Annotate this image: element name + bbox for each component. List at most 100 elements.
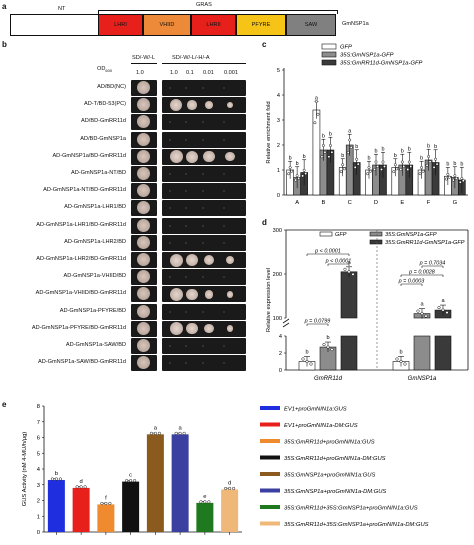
legend-label: 35S:GmNSP1a-GFP xyxy=(340,53,394,59)
significance-letter: b xyxy=(55,471,58,477)
data-point xyxy=(342,167,346,171)
legend-swatch xyxy=(260,488,280,493)
data-point xyxy=(349,146,353,149)
legend-label: GFP xyxy=(335,232,347,238)
yeast-colony xyxy=(186,323,198,335)
data-point xyxy=(399,359,403,364)
yeast-spot-empty xyxy=(169,207,171,210)
yeast-spot-empty xyxy=(202,224,204,227)
significance-letter: b xyxy=(329,131,332,137)
legend-label: 35S:GmRR11d-GmNSP1a-GFP xyxy=(340,61,422,67)
yeast-spot-empty xyxy=(185,121,187,124)
data-point xyxy=(420,312,424,316)
medium-right-label: SD/-W/-L/-H/-A xyxy=(172,55,210,61)
bar xyxy=(122,481,140,532)
yeast-colony xyxy=(204,290,214,299)
yeast-colony xyxy=(137,253,150,266)
significance-letter: a xyxy=(420,302,424,308)
data-point xyxy=(133,479,137,483)
legend-label: 35S:GmRR11d+proGmNIN1a-DM:GUS xyxy=(284,456,386,462)
y-axis-label: Relative enrichment fold xyxy=(266,101,272,163)
data-point xyxy=(294,178,298,182)
y-tick-label: 6 xyxy=(37,436,40,442)
yeast-colony xyxy=(137,81,150,94)
data-point xyxy=(392,170,396,174)
data-point xyxy=(420,166,424,169)
yeast-plate-left xyxy=(131,355,157,372)
significance-letter: a xyxy=(348,128,351,134)
yeast-row-label: AD-GmNSP1a-SAW/BD xyxy=(65,342,126,348)
yeast-colony xyxy=(137,321,150,335)
yeast-colony xyxy=(226,325,234,333)
data-point xyxy=(323,150,327,154)
legend-label: 35S:GmRR11d+proGmNIN1a:GUS xyxy=(284,440,375,446)
significance-letter: b xyxy=(326,335,329,341)
data-point xyxy=(330,150,334,154)
data-point xyxy=(421,169,425,173)
data-point xyxy=(355,157,359,161)
yeast-colony xyxy=(137,184,150,198)
legend-label: 35S:GmRR11d+35S:GmNSP1a+proGmNIN1a:GUS xyxy=(284,506,418,512)
yeast-spot-empty xyxy=(185,224,187,227)
data-point xyxy=(309,362,313,366)
yeast-plate-left xyxy=(131,286,157,303)
protein-name: GmNSP1a xyxy=(342,21,369,27)
nt-label: NT xyxy=(58,6,66,12)
gras-label: GRAS xyxy=(196,2,212,8)
yeast-spot-empty xyxy=(202,121,204,124)
data-point xyxy=(79,485,83,489)
yeast-colony xyxy=(137,132,150,146)
legend-swatch xyxy=(260,455,280,460)
significance-letter: b xyxy=(420,155,423,161)
y-tick-label: 3 xyxy=(37,483,40,489)
yeast-spot-empty xyxy=(185,138,187,141)
legend-swatch xyxy=(319,231,333,237)
yeast-colony xyxy=(137,115,150,129)
data-point xyxy=(313,121,317,125)
legend-swatch xyxy=(260,439,280,443)
data-point xyxy=(369,169,372,173)
data-point xyxy=(326,345,330,349)
bar xyxy=(196,502,214,532)
significance-letter: a xyxy=(179,425,183,431)
bar-lower xyxy=(434,335,452,371)
yeast-plate-left xyxy=(131,217,157,234)
legend-swatch xyxy=(369,231,383,237)
significance-letter: b xyxy=(453,161,456,167)
data-point xyxy=(453,174,457,178)
yeast-spot-empty xyxy=(169,241,171,244)
yeast-spot-empty xyxy=(202,310,204,313)
yeast-colony xyxy=(137,149,150,163)
y-tick-label: 3 xyxy=(277,118,280,124)
yeast-colony xyxy=(137,304,150,318)
yeast-row-label: AD-GmNSP1a-SAW/BD-GmRR11d xyxy=(38,359,126,366)
domain-pfyre: PFYRE xyxy=(236,14,286,36)
yeast-plate-left xyxy=(131,320,157,337)
yeast-colony xyxy=(137,339,150,352)
data-point xyxy=(320,155,324,159)
legend-label: 35S:GmNSP1a-GFP xyxy=(385,232,437,238)
y-tick-label: 0 xyxy=(37,530,40,536)
x-tick-label: GmRR11d xyxy=(314,376,343,382)
significance-letter: b xyxy=(427,143,430,149)
legend-label: 35S:GmRR11d+35S:GmNSP1a+proGmNIN1a-DM:GU… xyxy=(284,522,429,528)
yeast-row-label: AD-GmNSP1a-LHR1/BD-GmRR11d xyxy=(36,221,126,228)
data-point xyxy=(302,168,306,172)
yeast-colony xyxy=(169,253,183,267)
legend-label: 35S:GmNSP1a+proGmNIN1a:GUS xyxy=(284,473,375,479)
significance-letter: b xyxy=(296,161,299,167)
data-point xyxy=(373,168,376,171)
chart-d: GFP 35S:GmNSP1a-GFP 35S:GmRR11d-GmNSP1a-GF… xyxy=(266,228,469,382)
data-point xyxy=(287,172,291,176)
data-point xyxy=(460,177,464,180)
data-point xyxy=(393,163,397,167)
yeast-plate-right xyxy=(162,234,246,251)
yeast-spot-empty xyxy=(185,207,187,210)
significance-letter: b xyxy=(305,350,308,356)
yeast-spot-empty xyxy=(223,190,225,193)
data-point xyxy=(290,169,294,173)
y-axis-label: GUS Activity (nM 4-MU/h/μg) xyxy=(22,432,28,507)
x-tick-label: F xyxy=(427,200,431,206)
yeast-spot-empty xyxy=(202,138,204,141)
data-point xyxy=(301,357,305,361)
